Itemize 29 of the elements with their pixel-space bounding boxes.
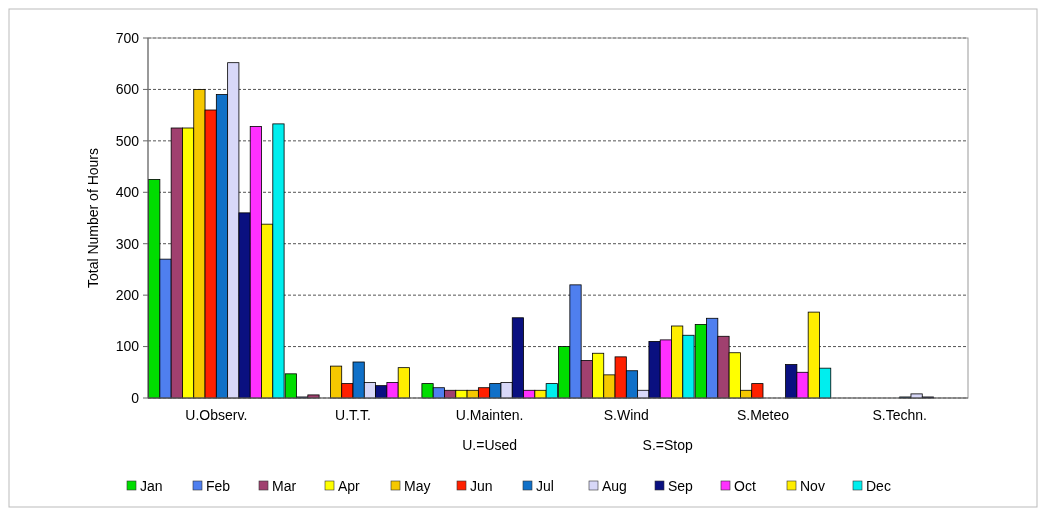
text: S.=Stop xyxy=(642,437,693,453)
legend-label: Aug xyxy=(602,477,627,494)
x-tick-label: S.Meteo xyxy=(736,407,790,423)
x-tick-label: S.Wind xyxy=(603,407,649,423)
legend-label: Jan xyxy=(140,477,163,494)
y-tick-label: 200 xyxy=(115,287,140,304)
y-tick-label: 500 xyxy=(115,132,140,149)
legend-label: May xyxy=(404,477,431,494)
x-tick-label: S.Techn. xyxy=(872,407,927,423)
x-tick-label: U.Observ. xyxy=(185,407,248,423)
y-axis-title: Total Number of Hours xyxy=(85,147,101,289)
y-tick-label: 300 xyxy=(115,235,140,252)
legend-label: Jun xyxy=(470,477,493,494)
legend-label: Oct xyxy=(734,477,756,494)
x-tick-label: U.T.T. xyxy=(335,407,371,423)
legend-label: Dec xyxy=(866,477,891,494)
x-tick-label: U.Mainten. xyxy=(455,407,524,423)
y-tick-label: 400 xyxy=(115,184,140,201)
text: U.=Used xyxy=(462,437,518,453)
legend-label: Feb xyxy=(206,477,231,494)
y-tick-label: 700 xyxy=(115,29,140,46)
legend-label: Apr xyxy=(338,477,361,494)
y-tick-label: 0 xyxy=(131,389,140,406)
legend-label: Nov xyxy=(800,477,825,494)
legend-label: Mar xyxy=(272,477,297,494)
legend-label: Sep xyxy=(668,477,694,494)
y-tick-label: 100 xyxy=(115,338,140,355)
legend-label: Jul xyxy=(536,477,554,494)
y-tick-label: 600 xyxy=(115,81,140,98)
